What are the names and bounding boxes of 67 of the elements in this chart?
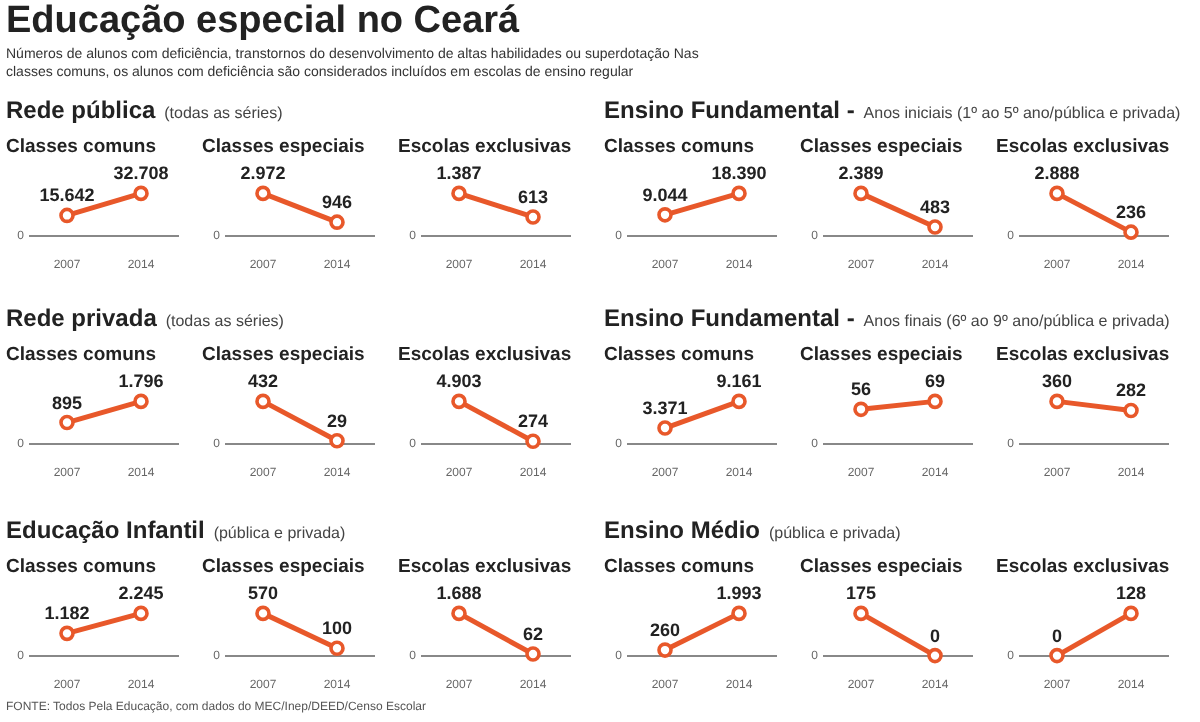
text: Educação Infantil bbox=[6, 516, 205, 544]
data-label: 32.708 bbox=[113, 163, 169, 184]
data-label: 1.182 bbox=[44, 603, 90, 624]
chart-title: Classes especiais bbox=[800, 136, 965, 162]
data-label: 4.903 bbox=[436, 371, 482, 392]
chart-title: Escolas exclusivas bbox=[398, 344, 574, 370]
data-label: 18.390 bbox=[711, 163, 767, 184]
chart-title: Classes comuns bbox=[6, 136, 158, 162]
data-label: 0 bbox=[929, 625, 941, 646]
data-label: 483 bbox=[919, 197, 951, 218]
data-label: 0 bbox=[1051, 625, 1063, 646]
chart-title: Classes especiais bbox=[202, 344, 367, 370]
text: Rede pública bbox=[6, 96, 156, 124]
data-label: 613 bbox=[517, 186, 549, 207]
data-label: 3.371 bbox=[642, 398, 688, 419]
chart-title: Escolas exclusivas bbox=[398, 136, 574, 162]
data-label: 282 bbox=[1115, 380, 1147, 401]
data-label: 260 bbox=[649, 620, 681, 641]
data-label: 360 bbox=[1041, 371, 1073, 392]
data-label: 2.389 bbox=[838, 163, 884, 184]
data-label: 1.387 bbox=[436, 163, 482, 184]
chart-title: Classes comuns bbox=[6, 344, 158, 370]
data-label: 2.972 bbox=[240, 163, 286, 184]
data-label: 236 bbox=[1115, 202, 1147, 223]
data-label: 1.688 bbox=[436, 583, 482, 604]
text: Rede privada bbox=[6, 304, 157, 332]
chart-title: Classes especiais bbox=[202, 556, 367, 582]
data-label: 946 bbox=[321, 192, 353, 213]
text: Educação especial no Ceará bbox=[6, 0, 520, 44]
text: (pública e privada) bbox=[213, 524, 346, 542]
data-label: 128 bbox=[1115, 583, 1147, 604]
chart-title: Classes especiais bbox=[202, 136, 367, 162]
text: (todas as séries) bbox=[164, 104, 283, 122]
data-label: 895 bbox=[51, 392, 83, 413]
data-label: 1.796 bbox=[118, 371, 164, 392]
chart-title: Escolas exclusivas bbox=[996, 136, 1172, 162]
chart-title: Escolas exclusivas bbox=[996, 556, 1172, 582]
data-label: 175 bbox=[845, 583, 877, 604]
data-label: 62 bbox=[522, 624, 544, 645]
data-label: 29 bbox=[326, 410, 348, 431]
data-label: 9.161 bbox=[716, 371, 762, 392]
data-label: 56 bbox=[850, 379, 872, 400]
chart-title: Classes comuns bbox=[604, 136, 756, 162]
chart-title: Classes comuns bbox=[6, 556, 158, 582]
data-label: 1.993 bbox=[716, 583, 762, 604]
data-label: 69 bbox=[924, 371, 946, 392]
text: (pública e privada) bbox=[768, 524, 901, 542]
text: Anos iniciais (1º ao 5º ano/pública e privada) bbox=[863, 104, 1181, 122]
chart-title: Classes especiais bbox=[800, 556, 965, 582]
data-label: 2.888 bbox=[1034, 163, 1080, 184]
data-label: 9.044 bbox=[642, 184, 688, 205]
data-label: 100 bbox=[321, 618, 353, 639]
chart-title: Escolas exclusivas bbox=[996, 344, 1172, 370]
chart-title: Classes comuns bbox=[604, 556, 756, 582]
chart-title: Classes especiais bbox=[800, 344, 965, 370]
text: Anos finais (6º ao 9º ano/pública e privada) bbox=[863, 312, 1170, 330]
text: (todas as séries) bbox=[165, 312, 284, 330]
data-label: 432 bbox=[247, 371, 279, 392]
text: Ensino Médio bbox=[604, 516, 760, 544]
chart-title: Escolas exclusivas bbox=[398, 556, 574, 582]
data-label: 274 bbox=[517, 411, 549, 432]
data-label: 2.245 bbox=[118, 583, 164, 604]
chart-title: Classes comuns bbox=[604, 344, 756, 370]
data-label: 570 bbox=[247, 583, 279, 604]
text: Ensino Fundamental - bbox=[604, 304, 855, 332]
text: Ensino Fundamental - bbox=[604, 96, 855, 124]
data-label: 15.642 bbox=[39, 185, 95, 206]
